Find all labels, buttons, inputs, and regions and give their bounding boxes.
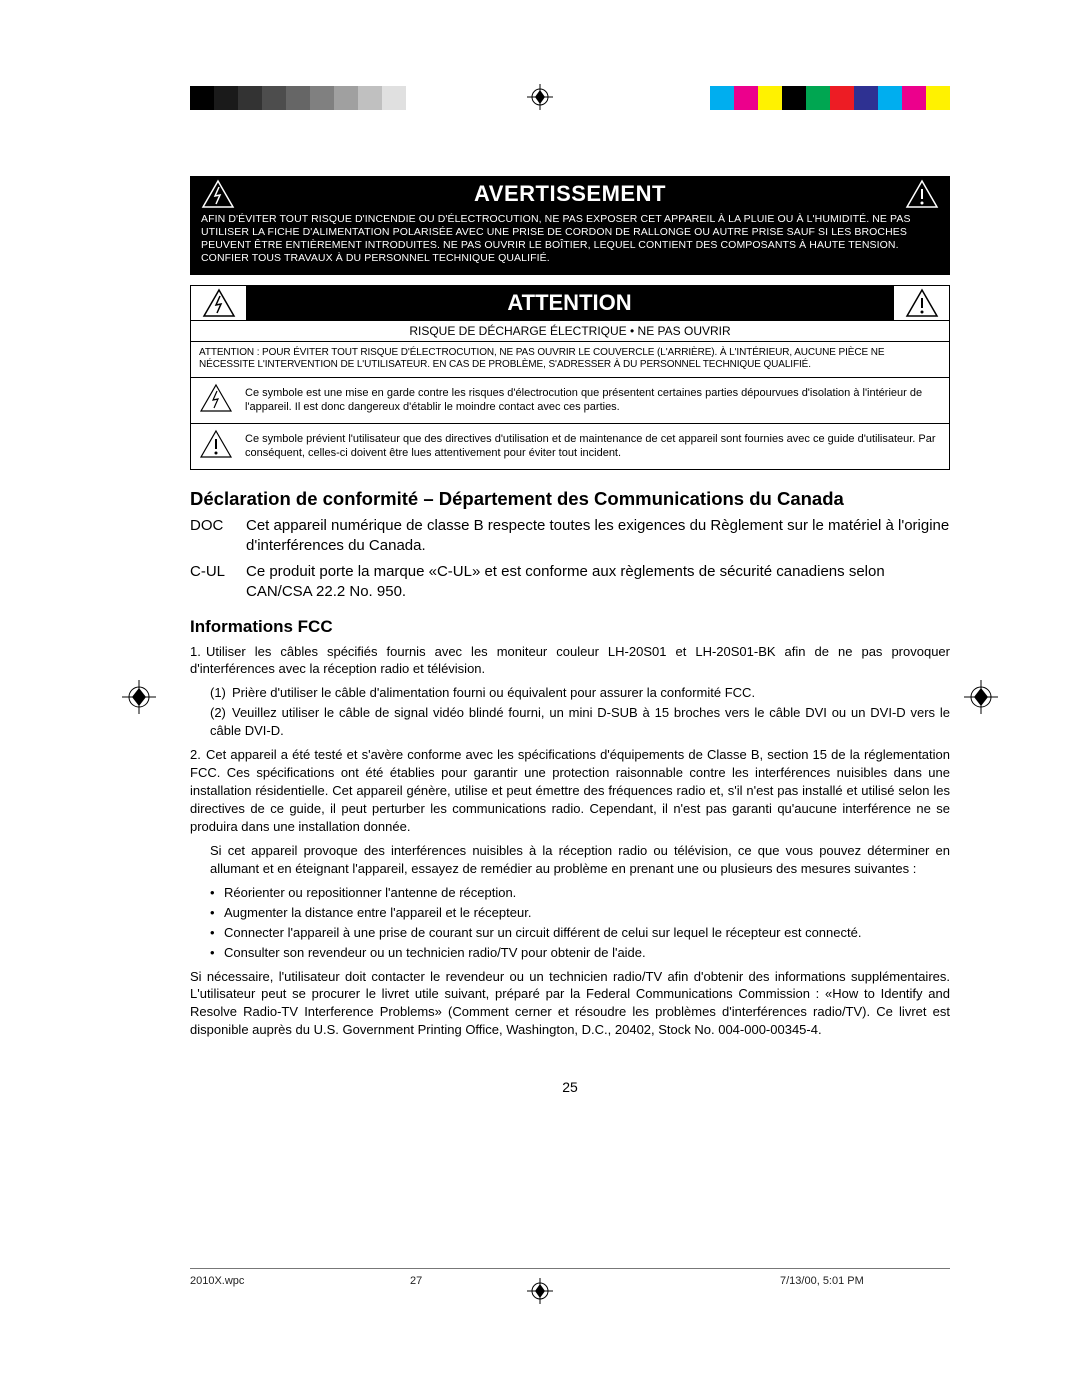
caution-icon	[905, 179, 939, 209]
shock-hazard-icon	[191, 286, 247, 320]
fcc-bullet-1: Réorienter ou repositionner l'antenne de…	[210, 884, 950, 902]
doc-label: DOC	[190, 516, 246, 557]
warning-body: AFIN D'ÉVITER TOUT RISQUE D'INCENDIE OU …	[191, 209, 949, 274]
symbol-text-shock: Ce symbole est une mise en garde contre …	[245, 386, 941, 415]
caution-icon	[893, 286, 949, 320]
fcc-bullet-4: Consulter son revendeur ou un technicien…	[210, 944, 950, 962]
fcc-bullet-2: Augmenter la distance entre l'appareil e…	[210, 904, 950, 922]
fcc-item-2: Cet appareil a été testé et s'avère conf…	[190, 747, 950, 834]
fcc-item-1b: Veuillez utiliser le câble de signal vid…	[210, 705, 950, 738]
fcc-item-1a: Prière d'utiliser le câble d'alimentatio…	[232, 685, 755, 700]
shock-hazard-icon	[201, 179, 235, 209]
fcc-item-1: Utiliser les câbles spécifiés fournis av…	[190, 644, 950, 677]
cul-label: C-UL	[190, 562, 246, 603]
cul-text: Ce produit porte la marque «C-UL» et est…	[246, 562, 950, 603]
caution-icon	[199, 429, 235, 464]
warning-title: AVERTISSEMENT	[474, 181, 666, 207]
footer-date: 7/13/00, 5:01 PM	[570, 1275, 950, 1287]
footer-filename: 2010X.wpc	[190, 1275, 410, 1287]
registration-mark-right	[964, 680, 998, 714]
declaration-doc: DOC Cet appareil numérique de classe B r…	[190, 516, 950, 557]
fcc-content: 1.Utiliser les câbles spécifiés fournis …	[190, 643, 950, 1040]
page-number: 25	[190, 1079, 950, 1095]
shock-hazard-icon	[199, 383, 235, 418]
attention-subtitle: RISQUE DE DÉCHARGE ÉLECTRIQUE • NE PAS O…	[191, 320, 949, 341]
declaration-title: Déclaration de conformité – Département …	[190, 488, 950, 510]
warning-box: AVERTISSEMENT AFIN D'ÉVITER TOUT RISQUE …	[190, 176, 950, 275]
declaration-cul: C-UL Ce produit porte la marque «C-UL» e…	[190, 562, 950, 603]
fcc-title: Informations FCC	[190, 617, 950, 637]
fcc-bullet-3: Connecter l'appareil à une prise de cour…	[210, 924, 950, 942]
doc-text: Cet appareil numérique de classe B respe…	[246, 516, 950, 557]
registration-mark-left	[122, 680, 156, 714]
attention-title: ATTENTION	[247, 286, 893, 320]
fcc-para-2: Si cet appareil provoque des interférenc…	[190, 842, 950, 878]
attention-body: ATTENTION : POUR ÉVITER TOUT RISQUE D'ÉL…	[191, 341, 949, 377]
symbol-text-caution: Ce symbole prévient l'utilisateur que de…	[245, 432, 941, 461]
fcc-final: Si nécessaire, l'utilisateur doit contac…	[190, 968, 950, 1040]
footer-sheet: 27	[410, 1275, 570, 1287]
imposition-footer: 2010X.wpc 27 7/13/00, 5:01 PM	[190, 1268, 950, 1287]
attention-box: ATTENTION RISQUE DE DÉCHARGE ÉLECTRIQUE …	[190, 285, 950, 470]
